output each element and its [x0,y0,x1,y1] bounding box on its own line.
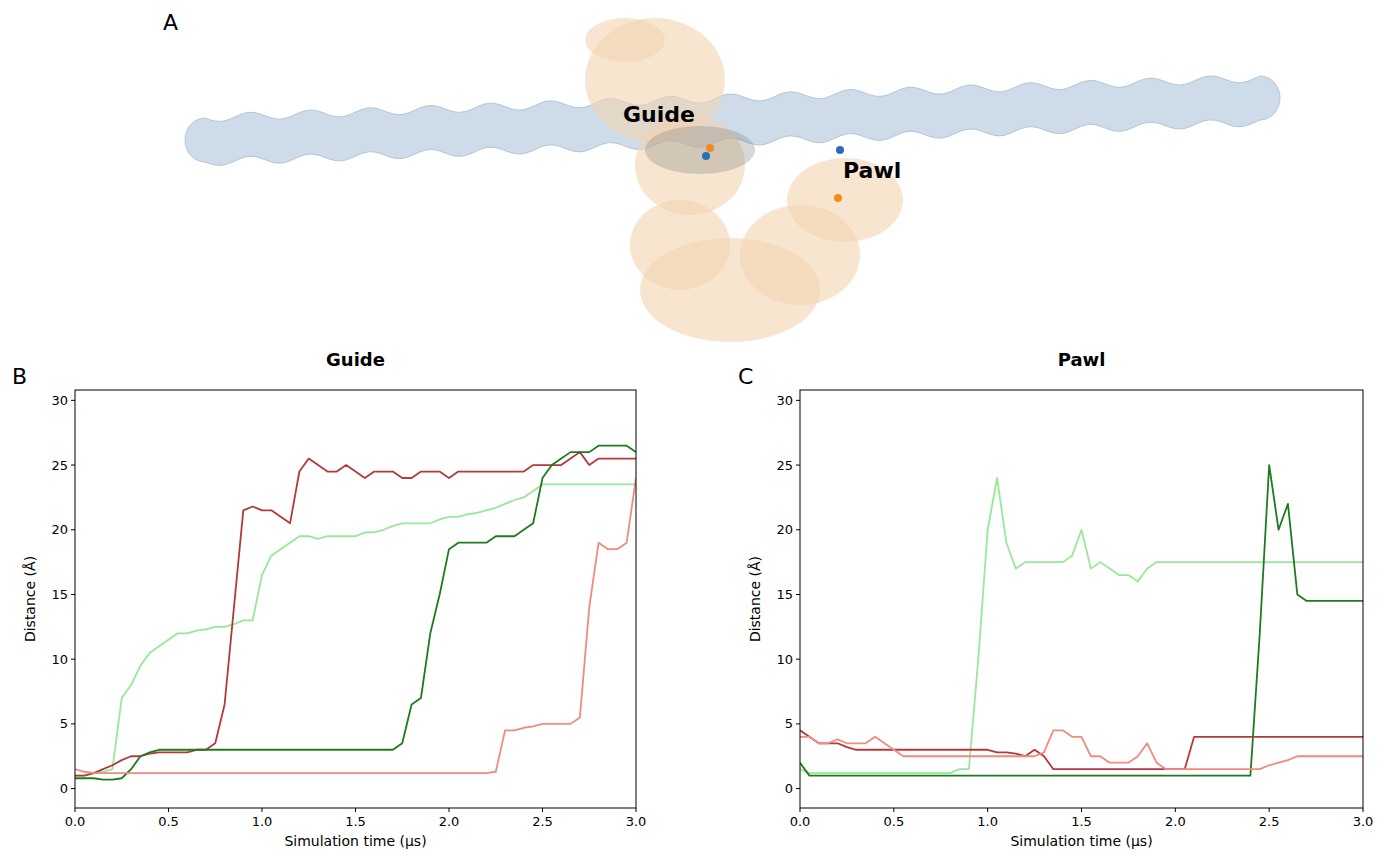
tick-label: 30 [51,393,68,408]
panel-letter: B [12,364,27,389]
tick [796,659,800,660]
protein [585,18,665,62]
tick [893,808,894,812]
diagram: A Guide Pawl [163,10,1280,342]
tick-label: 2.0 [439,814,460,829]
series-line [75,452,636,776]
tick-label: 25 [776,458,793,473]
tick-label: 1.5 [1071,814,1092,829]
tick-label: 0 [60,781,68,796]
chart: B Guide 0.0 0.5 1.0 1.5 2.0 2.5 3.0 0 5 10 15 20 25 30 S… [12,349,646,849]
tick-label: 2.5 [1259,814,1280,829]
tick [1269,808,1270,812]
y-axis-title: Distance (Å) [747,556,763,642]
series-line [800,465,1363,776]
x-axis-title: Simulation time (µs) [1010,833,1152,849]
tick [796,594,800,595]
series-line [75,446,636,780]
x-axis-title: Simulation time (µs) [284,833,426,849]
chart: C Pawl 0.0 0.5 1.0 1.5 2.0 2.5 3.0 0 5 10 15 20 25 30 Si… [738,349,1373,849]
tick [355,808,356,812]
tick [1081,808,1082,812]
tick [800,808,801,812]
tick-label: 5 [785,716,793,731]
atom [836,146,844,154]
tick [71,788,75,789]
title: Pawl [1058,349,1106,370]
tick-label: 3.0 [626,814,647,829]
tick [636,808,637,812]
tick [168,808,169,812]
tick [796,529,800,530]
title: Guide [326,349,385,370]
tick [71,400,75,401]
tick-label: 20 [776,522,793,537]
tick [262,808,263,812]
figure: A Guide Pawl B Guide 0.0 0.5 1.0 1.5 2.0 2.5 3.0 0 5 1… [0,0,1389,862]
atom [702,152,710,160]
tick-label: 10 [51,652,68,667]
series-line [800,730,1363,769]
atom [706,144,714,152]
series-line [800,730,1363,769]
tick [71,465,75,466]
tick-label: 3.0 [1353,814,1374,829]
overlap [645,126,755,174]
tick-label: 20 [51,522,68,537]
tick-label: 0.5 [158,814,179,829]
series-group [800,465,1363,776]
panel-letter: A [163,10,178,35]
series-line [75,484,636,775]
tick-label: 30 [776,393,793,408]
y-axis-title: Distance (Å) [22,556,38,642]
tick-label: 15 [51,587,68,602]
series-line [800,478,1363,773]
frame [800,390,1363,808]
frame [75,390,636,808]
tick [71,529,75,530]
tick [796,788,800,789]
tick [71,659,75,660]
panel-letter: C [738,364,753,389]
label: Pawl [843,158,901,183]
tick [71,594,75,595]
tick-label: 2.0 [1165,814,1186,829]
tick [796,723,800,724]
series-line [75,478,636,773]
tick-label: 25 [51,458,68,473]
tick [1363,808,1364,812]
tick-label: 2.5 [532,814,553,829]
series-group [75,446,636,780]
label: Guide [623,102,695,127]
tick [75,808,76,812]
tick [796,465,800,466]
tick [542,808,543,812]
protein [787,158,903,242]
tick-label: 0.5 [883,814,904,829]
tick-label: 1.0 [977,814,998,829]
tick [1175,808,1176,812]
tick-label: 1.5 [345,814,366,829]
tick-label: 15 [776,587,793,602]
tick-label: 5 [60,716,68,731]
tick-label: 0.0 [65,814,86,829]
tick-label: 0 [785,781,793,796]
tick [987,808,988,812]
tick [796,400,800,401]
atom [834,194,842,202]
tick [449,808,450,812]
tick-label: 0.0 [790,814,811,829]
tick-label: 1.0 [252,814,273,829]
tick [71,723,75,724]
tick-label: 10 [776,652,793,667]
